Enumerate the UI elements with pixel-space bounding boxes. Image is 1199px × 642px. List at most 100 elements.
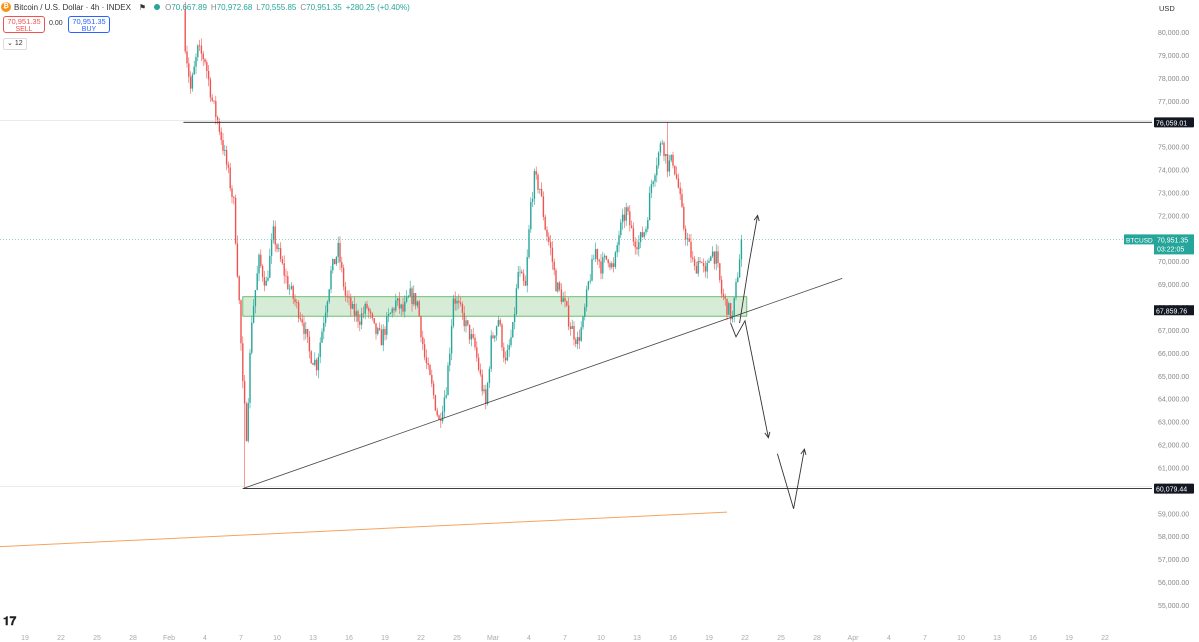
- x-tick-label: 28: [813, 635, 821, 642]
- candle-body: [184, 9, 186, 52]
- candle-body: [497, 320, 500, 327]
- candle-body: [355, 311, 357, 316]
- candle-body: [587, 281, 590, 290]
- symbol-title[interactable]: Bitcoin / U.S. Dollar · 4h · INDEX: [14, 2, 131, 12]
- candle-body: [708, 260, 710, 263]
- indicators-toggle[interactable]: ⌄ 12: [3, 38, 27, 50]
- candle-body: [492, 335, 494, 339]
- candle-body: [326, 301, 329, 313]
- y-tick-label: 62,000.00: [1158, 443, 1189, 450]
- support-zone: [242, 296, 748, 317]
- time-axis[interactable]: 19 22 25 28 Feb 4 7 10 13 16 19 22 25 Mar 4 7 10 13 16 19 22…: [21, 635, 1109, 642]
- candle-body: [267, 277, 269, 281]
- candle-body: [600, 261, 602, 274]
- currency-selector[interactable]: USD: [1159, 4, 1175, 13]
- candle-body: [661, 142, 663, 144]
- candle-body: [620, 222, 622, 236]
- candle-body: [459, 302, 462, 305]
- candle-body: [413, 293, 415, 305]
- candle-body: [438, 415, 440, 420]
- sell-button[interactable]: 70,951.35 SELL: [3, 16, 45, 33]
- candle-body: [389, 312, 392, 315]
- candle-body: [432, 383, 435, 396]
- buy-label: BUY: [81, 26, 97, 33]
- candle-body: [639, 232, 642, 243]
- y-tick-label: 59,000.00: [1158, 511, 1189, 518]
- candle-body: [337, 242, 339, 257]
- candle-body: [261, 265, 264, 278]
- x-tick-label: 25: [453, 635, 461, 642]
- candle-body: [373, 318, 375, 324]
- candle-body: [418, 301, 420, 317]
- candle-body: [431, 374, 433, 384]
- candle-body: [690, 241, 692, 258]
- scenario-path: [776, 449, 805, 509]
- candle-body: [638, 242, 640, 250]
- candle-body: [575, 339, 577, 345]
- bitcoin-icon: ₿: [1, 2, 11, 12]
- candle-body: [274, 226, 276, 245]
- candle-body: [305, 329, 307, 334]
- candle-body: [207, 70, 210, 80]
- x-tick-label: 19: [1065, 635, 1073, 642]
- x-tick-label: 22: [1101, 635, 1109, 642]
- candle-body: [573, 326, 575, 340]
- candle-body: [391, 308, 393, 313]
- candle-body: [398, 298, 401, 309]
- scenario-path: [739, 215, 759, 324]
- price-axis[interactable]: 55,000.00 56,000.00 57,000.00 58,000.00 59,0…: [1152, 0, 1199, 642]
- tradingview-logo-icon[interactable]: 𝟏𝟕: [3, 614, 17, 628]
- candle-body: [735, 281, 737, 298]
- candle-body: [576, 337, 579, 345]
- candle-body: [537, 174, 539, 190]
- candle-body: [449, 353, 451, 366]
- candle-body: [679, 187, 681, 195]
- candle-body: [526, 257, 528, 286]
- candle-body: [564, 298, 566, 302]
- alert-bell-icon[interactable]: ⚑: [138, 2, 147, 12]
- y-tick-label: 77,000.00: [1158, 99, 1189, 106]
- candle-body: [616, 245, 618, 253]
- x-tick-label: 10: [597, 635, 605, 642]
- ascending-trendline: [242, 278, 843, 489]
- candle-body: [683, 206, 685, 229]
- candle-body: [353, 304, 356, 316]
- candle-body: [504, 357, 507, 361]
- candle-body: [528, 229, 530, 258]
- candle-body: [706, 262, 708, 272]
- candle-body: [238, 276, 240, 301]
- candle-body: [332, 259, 334, 271]
- candle-body: [456, 300, 458, 304]
- candle-body: [738, 259, 741, 278]
- candle-body: [434, 395, 437, 411]
- candle-body: [360, 313, 363, 325]
- candle-body: [227, 164, 230, 168]
- candle-body: [476, 347, 478, 358]
- candle-body: [546, 229, 548, 237]
- price-tags: 76,059.01 60,079.44 BTCUSD 70,951.35 03:22:0…: [1124, 117, 1194, 494]
- candle-body: [425, 357, 428, 364]
- candle-body: [557, 282, 559, 292]
- candle-body: [218, 121, 221, 132]
- candle-body: [445, 395, 447, 398]
- candle-body: [344, 286, 347, 296]
- candle-body: [243, 381, 246, 404]
- candle-body: [737, 277, 739, 282]
- candle-body: [242, 343, 244, 382]
- zone-tag-bg: [1154, 305, 1194, 316]
- scenario-arrowhead: [753, 214, 760, 222]
- high-value: 70,972.68: [216, 2, 253, 12]
- buy-button[interactable]: 70,951.35 BUY: [68, 16, 110, 33]
- candle-body: [625, 207, 627, 221]
- candle-body: [544, 216, 546, 230]
- candle-body: [452, 298, 455, 326]
- candle-body: [695, 266, 698, 274]
- candle-body: [348, 296, 350, 298]
- x-tick-label: 22: [417, 635, 425, 642]
- candle-body: [733, 297, 735, 316]
- y-tick-label: 65,000.00: [1158, 374, 1189, 381]
- low-key: L: [256, 2, 261, 12]
- candle-body: [645, 228, 647, 233]
- candle-body: [279, 248, 282, 260]
